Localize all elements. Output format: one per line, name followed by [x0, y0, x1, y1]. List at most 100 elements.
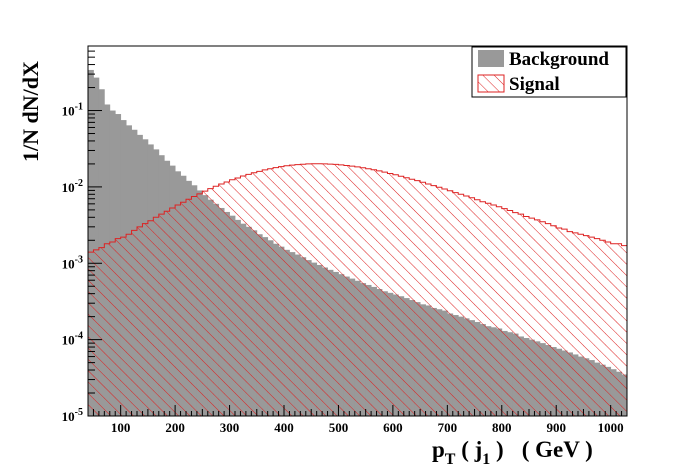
x-tick-label: 100: [111, 420, 131, 435]
signal-bar: [518, 214, 524, 416]
signal-bar: [196, 193, 203, 416]
signal-bar: [485, 203, 492, 416]
signal-bar: [452, 192, 459, 416]
x-axis-title-sub: T: [445, 451, 456, 468]
y-tick-label: 10-3: [62, 254, 83, 271]
x-tick-label: 500: [329, 420, 349, 435]
signal-bar: [115, 238, 122, 416]
signal-bar: [207, 188, 214, 416]
x-axis-title: pT ( j1 ) ( GeV ): [432, 437, 593, 468]
signal-bar: [382, 172, 388, 416]
legend-label-background: Background: [509, 49, 609, 70]
signal-bar: [131, 230, 138, 416]
signal-bar: [213, 186, 220, 416]
signal-bar: [409, 179, 416, 416]
signal-bar: [251, 172, 258, 416]
signal-bar: [371, 169, 377, 416]
signal-bar: [338, 164, 345, 416]
signal-bar: [229, 179, 236, 416]
signal-bar: [289, 165, 296, 416]
signal-bar: [333, 164, 339, 416]
x-axis-title-unit: ( GeV ): [522, 437, 593, 462]
x-tick-label: 900: [546, 420, 566, 435]
x-axis-title-open: ( j: [455, 437, 482, 462]
legend-swatch-signal: [477, 74, 505, 93]
signal-bar: [420, 182, 426, 416]
x-tick-label: 600: [383, 420, 403, 435]
signal-bar: [550, 225, 557, 416]
background-bar: [88, 69, 94, 416]
signal-bar: [621, 245, 627, 416]
signal-bar: [153, 217, 160, 416]
signal-bar: [431, 185, 437, 416]
signal-bar: [316, 163, 323, 416]
svg-text:pT ( j1 )( GeV ): pT ( j1 ) ( GeV ): [432, 437, 593, 468]
signal-bar: [523, 216, 530, 416]
background-bar: [93, 77, 100, 416]
signal-bar: [267, 168, 274, 416]
signal-bar: [245, 174, 252, 416]
signal-bar: [480, 201, 486, 416]
signal-bar: [447, 190, 454, 416]
signal-bar: [556, 227, 563, 416]
signal-bar: [88, 252, 94, 416]
signal-bar: [588, 237, 595, 416]
signal-bar: [605, 241, 612, 416]
signal-bar: [93, 249, 100, 416]
signal-bar: [349, 166, 356, 416]
legend: Background Signal: [471, 46, 627, 98]
signal-bar: [256, 171, 263, 416]
signal-bar: [594, 238, 601, 416]
y-axis-tick-labels: 10-5 10-4 10-3 10-2 10-1: [62, 102, 83, 424]
signal-bar: [235, 177, 241, 416]
signal-bar: [425, 184, 432, 416]
signal-bar: [539, 221, 546, 416]
signal-bar: [496, 206, 503, 416]
signal-bar: [403, 177, 410, 416]
x-axis-tick-labels: 100 200 300 400 500 600 700 800 900 1000: [111, 420, 624, 435]
signal-series: [88, 163, 627, 416]
signal-bar: [365, 168, 372, 416]
signal-bar: [414, 180, 421, 416]
signal-bar: [501, 208, 508, 416]
signal-bar: [360, 167, 367, 416]
signal-bar: [158, 214, 165, 416]
y-tick-label: 10-1: [62, 102, 83, 119]
x-tick-label: 700: [438, 420, 458, 435]
x-axis-ticks: [92, 405, 628, 416]
signal-bar: [109, 241, 116, 416]
signal-bar: [436, 187, 443, 416]
legend-label-signal: Signal: [509, 74, 560, 95]
signal-bar: [137, 226, 143, 416]
signal-bar: [441, 188, 448, 416]
signal-bar: [474, 199, 481, 416]
signal-bar: [120, 237, 127, 416]
x-axis-title-main: p: [432, 437, 445, 462]
plot-area: [88, 46, 627, 416]
signal-bar: [599, 240, 606, 416]
signal-bar: [490, 204, 497, 416]
signal-outline: [88, 163, 627, 416]
signal-bar: [218, 184, 225, 416]
signal-bar: [98, 247, 105, 416]
plot-frame: [87, 45, 628, 417]
signal-bar: [142, 223, 149, 416]
signal-bar: [284, 165, 290, 416]
signal-bar: [578, 234, 584, 416]
signal-bar: [398, 176, 405, 416]
signal-bar: [343, 165, 350, 416]
signal-bar: [224, 181, 230, 416]
y-tick-label: 10-5: [62, 407, 83, 424]
y-axis-ticks: [88, 50, 102, 417]
signal-bar: [529, 218, 535, 416]
signal-bar: [262, 169, 269, 416]
signal-bar: [572, 232, 579, 416]
signal-bar: [583, 235, 590, 416]
x-axis-title-sub2: 1: [482, 451, 490, 468]
signal-bar: [463, 196, 470, 416]
signal-bar: [164, 211, 171, 416]
signal-bar: [469, 197, 475, 416]
signal-bar: [610, 243, 617, 416]
axes: 100 200 300 400 500 600 700 800 900 1000 10-5 10-4…: [62, 45, 628, 435]
